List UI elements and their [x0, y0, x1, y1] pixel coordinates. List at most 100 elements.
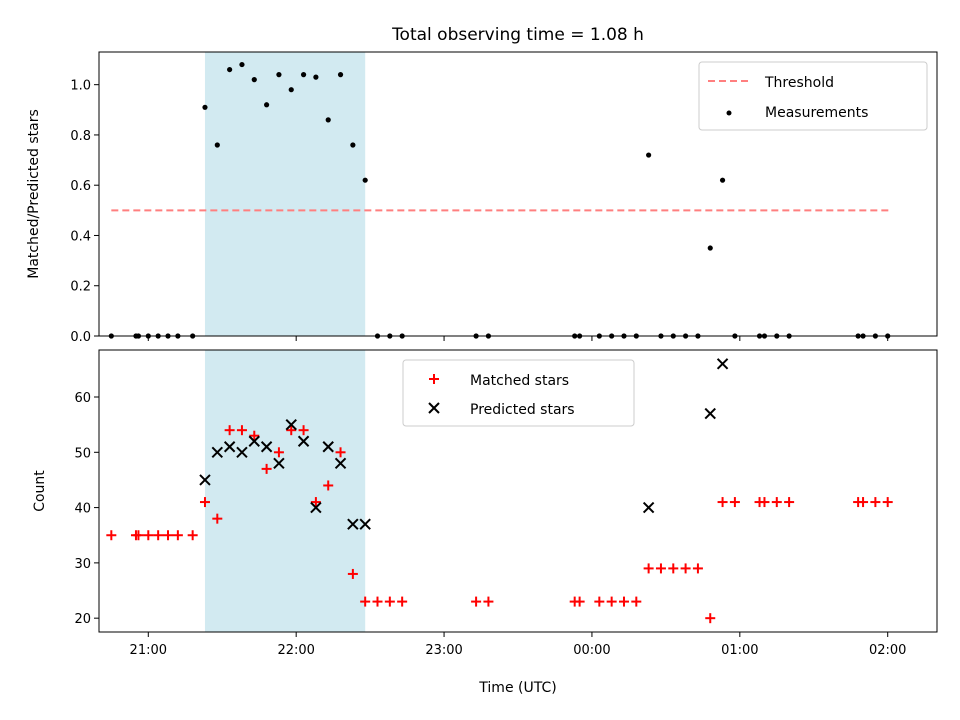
legend-cross-mark [428, 402, 440, 414]
predicted-stars-point [248, 435, 260, 447]
matched-stars-point [172, 530, 183, 541]
measurement-point [337, 72, 344, 78]
cross-stroke [322, 441, 334, 453]
bottom-axes-frame [98, 349, 938, 633]
matched-stars-legend-label: Matched stars [470, 373, 569, 389]
measurement-point [325, 117, 331, 123]
matched-stars-point [187, 530, 198, 541]
matched-stars-point [384, 596, 395, 607]
top-panel: 0.0 0.2 0.4 0.6 0.8 1.0 Total observing time … [26, 25, 938, 345]
bottom-y-tick-label: 30 [74, 557, 91, 572]
bottom-y-tick-label: 50 [74, 446, 91, 461]
matched-stars-point [643, 563, 654, 574]
matched-stars-point [705, 613, 716, 624]
predicted-stars-point [642, 501, 655, 514]
predicted-stars-point [236, 446, 248, 459]
matched-stars-point [212, 513, 223, 524]
matched-stars-point [574, 596, 585, 607]
predicted-stars-point [359, 518, 371, 530]
top-axes-ticks: 0.0 0.2 0.4 0.6 0.8 1.0 [70, 79, 889, 345]
cross-stroke [248, 435, 260, 447]
measurement-point [646, 152, 652, 158]
matched-stars-point [759, 497, 770, 508]
x-tick-label: 21:00 [130, 643, 167, 658]
matched-stars-point [858, 497, 869, 508]
observing-window-shade-top [204, 52, 366, 336]
measurement-point [214, 142, 220, 148]
matched-stars-point [224, 425, 235, 436]
predicted-stars-point [223, 441, 236, 453]
bottom-y-tick-label: 60 [74, 391, 91, 406]
measurement-point [707, 245, 713, 251]
bottom-axes-ticks: 21:00 22:00 23:00 00:00 01:00 02:00 20 30 40 50 60 [74, 391, 906, 658]
threshold-legend-label: Threshold [764, 75, 834, 91]
predicted-stars-point [347, 518, 359, 530]
measurement-point [719, 177, 726, 183]
measurement-point [264, 102, 270, 108]
predicted-stars-point [716, 358, 729, 370]
matched-stars-point [680, 563, 691, 574]
count-points [106, 358, 893, 624]
cross-stroke [199, 474, 211, 486]
x-tick-label: 23:00 [425, 643, 462, 658]
cross-stroke [236, 446, 248, 459]
bottom-legend-box [402, 359, 635, 427]
cross-stroke [223, 441, 236, 453]
cross-stroke [285, 418, 297, 431]
cross-stroke [260, 441, 273, 453]
chart-title: Total observing time = 1.08 h [391, 25, 644, 45]
matched-stars-point [668, 563, 679, 574]
matched-stars-point [483, 596, 494, 607]
predicted-stars-legend-swatch [428, 402, 440, 414]
predicted-stars-point [322, 441, 334, 453]
matched-stars-point [106, 530, 117, 541]
cross-stroke [211, 446, 224, 459]
bottom-y-tick-label: 20 [74, 612, 91, 627]
matched-stars-point [249, 430, 260, 441]
matched-stars-point [692, 563, 703, 574]
cross-stroke [359, 518, 371, 530]
cross-stroke [642, 501, 655, 514]
bottom-legend: Matched stars Predicted stars [402, 359, 635, 427]
measurement-point [300, 72, 307, 78]
x-tick-label: 22:00 [277, 643, 314, 658]
matched-stars-point [286, 425, 297, 436]
top-y-tick-label: 0.8 [70, 129, 91, 144]
x-tick-label: 00:00 [573, 643, 610, 658]
matched-stars-point [199, 497, 210, 508]
measurement-point [288, 87, 294, 93]
matched-stars-point [729, 497, 740, 508]
matched-stars-point [655, 563, 666, 574]
predicted-stars-point [334, 457, 347, 470]
matched-stars-point [310, 497, 321, 508]
matched-stars-point [372, 596, 383, 607]
bottom-y-tick-label: 40 [74, 502, 91, 517]
top-y-tick-label: 0.2 [70, 280, 91, 295]
measurement-point [313, 74, 319, 80]
bottom-y-axis-label: Count [32, 470, 48, 512]
measurement-point [202, 104, 208, 110]
measurement-point [239, 61, 245, 68]
matched-stars-point [143, 530, 154, 541]
measurements-legend-swatch [726, 110, 732, 116]
predicted-stars-point [297, 435, 310, 447]
matched-stars-point [618, 596, 629, 607]
top-y-tick-label: 1.0 [70, 79, 91, 94]
predicted-stars-point [211, 446, 224, 459]
measurements-legend-label: Measurements [765, 105, 868, 121]
matched-stars-point [153, 530, 164, 541]
matched-stars-point [594, 596, 605, 607]
matched-stars-point [397, 596, 408, 607]
matched-stars-point [298, 425, 309, 436]
predicted-stars-legend-label: Predicted stars [470, 402, 575, 418]
legend-plus-mark [429, 374, 439, 384]
top-legend-box [698, 61, 928, 131]
matched-stars-point [133, 530, 144, 541]
matched-stars-legend-swatch [429, 374, 439, 384]
top-y-tick-label: 0.4 [70, 229, 91, 244]
matched-stars-point [335, 447, 346, 458]
matched-stars-point [784, 497, 795, 508]
matched-stars-point [347, 568, 358, 579]
cross-stroke [310, 501, 322, 514]
